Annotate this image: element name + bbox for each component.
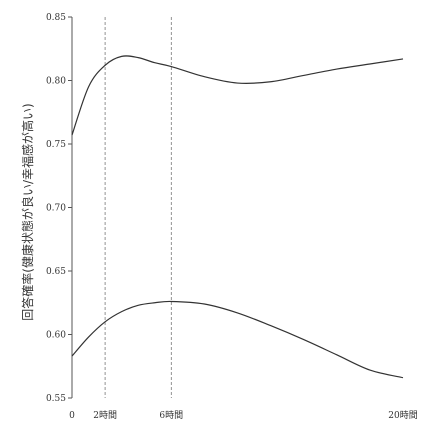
y-tick-label: 0.60 (46, 331, 66, 341)
y-tick-label: 0.75 (46, 140, 66, 150)
series-line-2 (71, 300, 404, 379)
y-tick-label: 0.55 (46, 394, 66, 404)
y-tick-label: 0.80 (46, 77, 66, 87)
x-tick-label: 6時間 (159, 410, 183, 421)
y-tick-label: 0.70 (46, 204, 66, 214)
y-tick-label: 0.85 (46, 13, 66, 23)
series-line-1 (71, 55, 404, 136)
x-tick-label: 0 (69, 411, 75, 421)
x-tick-label: 20時間 (388, 410, 417, 421)
y-tick-label: 0.65 (46, 267, 66, 277)
y-axis-label: 回答確率(健康状態が良い/幸福感が高い) (20, 103, 35, 320)
x-tick-label: 2時間 (93, 410, 117, 421)
